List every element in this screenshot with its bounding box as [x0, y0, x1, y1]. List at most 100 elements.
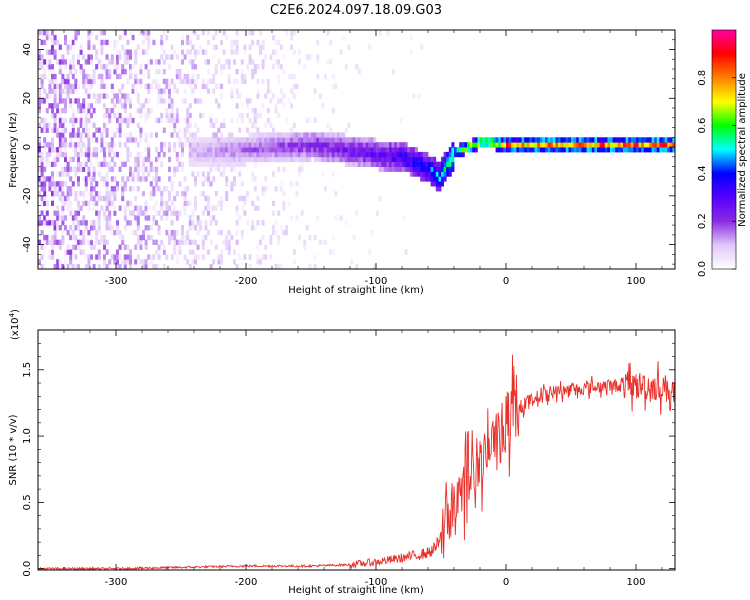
heatmap-cell [53, 147, 57, 153]
heatmap-cell [214, 191, 218, 197]
heatmap-cell [71, 54, 75, 60]
heatmap-cell [186, 230, 190, 236]
heatmap-cell [321, 137, 325, 143]
heatmap-cell [407, 156, 411, 163]
heatmap-cell [139, 239, 143, 245]
heatmap-cell [623, 147, 626, 153]
heatmap-cell [95, 34, 99, 41]
heatmap-cell [121, 69, 125, 75]
heatmap-cell [300, 142, 304, 148]
heatmap-cell [53, 239, 57, 245]
heatmap-cell [131, 186, 135, 192]
heatmap-cell [430, 176, 434, 182]
heatmap-cell [277, 132, 281, 138]
heatmap-cell [103, 264, 106, 269]
heatmap-cell [594, 147, 598, 153]
heatmap-cell [144, 205, 148, 211]
heatmap-cell [168, 176, 171, 182]
heatmap-cell [246, 137, 249, 143]
heatmap-cell [181, 151, 184, 158]
heatmap-cell [113, 210, 117, 216]
heatmap-cell [638, 147, 642, 153]
heatmap-cell [82, 83, 86, 89]
heatmap-cell [183, 205, 187, 211]
heatmap-cell [173, 239, 177, 245]
heatmap-cell [641, 147, 645, 153]
heatmap-cell [113, 161, 117, 167]
heatmap-cell [295, 83, 299, 89]
heatmap-cell [506, 142, 509, 148]
heatmap-cell [331, 73, 335, 80]
heatmap-cell [38, 166, 41, 172]
heatmap-cell [95, 220, 99, 226]
heatmap-cell [40, 73, 44, 80]
heatmap-cell [248, 147, 252, 153]
heatmap-cell [134, 49, 138, 55]
heatmap-cell [331, 156, 335, 163]
heatmap-cell [298, 132, 301, 138]
heatmap-cell [188, 122, 192, 128]
heatmap-cell [196, 98, 200, 104]
heatmap-cell [38, 122, 41, 128]
heatmap-cell [45, 108, 49, 114]
heatmap-cell [664, 147, 668, 153]
heatmap-cell [227, 244, 231, 250]
heatmap-cell [61, 264, 65, 269]
heatmap-cell [201, 191, 205, 197]
heatmap-cell [209, 142, 213, 148]
heatmap-cell [173, 147, 177, 153]
heatmap-cell [43, 69, 47, 75]
heatmap-cell [183, 73, 187, 80]
heatmap-cell [87, 93, 91, 99]
heatmap-cell [404, 166, 408, 172]
heatmap-cell [116, 220, 119, 226]
heatmap-cell [175, 166, 179, 172]
heatmap-cell [90, 244, 93, 250]
heatmap-cell [207, 156, 210, 163]
heatmap-cell [246, 220, 249, 226]
heatmap-cell [610, 142, 613, 148]
heatmap-cell [220, 64, 223, 70]
heatmap-cell [415, 147, 418, 153]
heatmap-cell [612, 137, 616, 143]
heatmap-cell [503, 137, 507, 143]
heatmap-cell [142, 49, 145, 55]
heatmap-cell [110, 191, 114, 197]
heatmap-cell [261, 39, 265, 46]
heatmap-cell [108, 215, 112, 221]
heatmap-cell [186, 259, 190, 265]
heatmap-cell [545, 137, 548, 143]
heatmap-cell [131, 73, 135, 80]
heatmap-cell [123, 254, 127, 260]
heatmap-cell [370, 156, 374, 163]
heatmap-cell [82, 142, 86, 148]
heatmap-cell [316, 142, 320, 148]
heatmap-cell [121, 234, 125, 241]
heatmap-cell [287, 98, 291, 104]
heatmap-cell [448, 156, 452, 163]
heatmap-cell [235, 156, 239, 163]
heatmap-cell [74, 34, 78, 41]
heatmap-cell [155, 78, 158, 85]
heatmap-cell [92, 195, 96, 202]
heatmap-cell [134, 161, 138, 167]
heatmap-cell [103, 39, 106, 46]
heatmap-cell [38, 181, 41, 187]
heatmap-cell [402, 147, 405, 153]
heatmap-cell [204, 147, 208, 153]
heatmap-cell [56, 225, 60, 231]
heatmap-cell [277, 156, 281, 163]
heatmap-cell [594, 137, 598, 143]
heatmap-cell [84, 147, 88, 153]
heatmap-cell [321, 151, 325, 158]
heatmap-cell [118, 122, 122, 128]
heatmap-cell [214, 69, 218, 75]
heatmap-cell [103, 215, 106, 221]
heatmap-cell [58, 259, 62, 265]
heatmap-cell [243, 44, 247, 50]
heatmap-cell [532, 147, 535, 153]
snr-frame [37, 329, 676, 571]
heatmap-cell [199, 225, 203, 231]
heatmap-cell [266, 142, 270, 148]
heatmap-cell [194, 132, 197, 138]
